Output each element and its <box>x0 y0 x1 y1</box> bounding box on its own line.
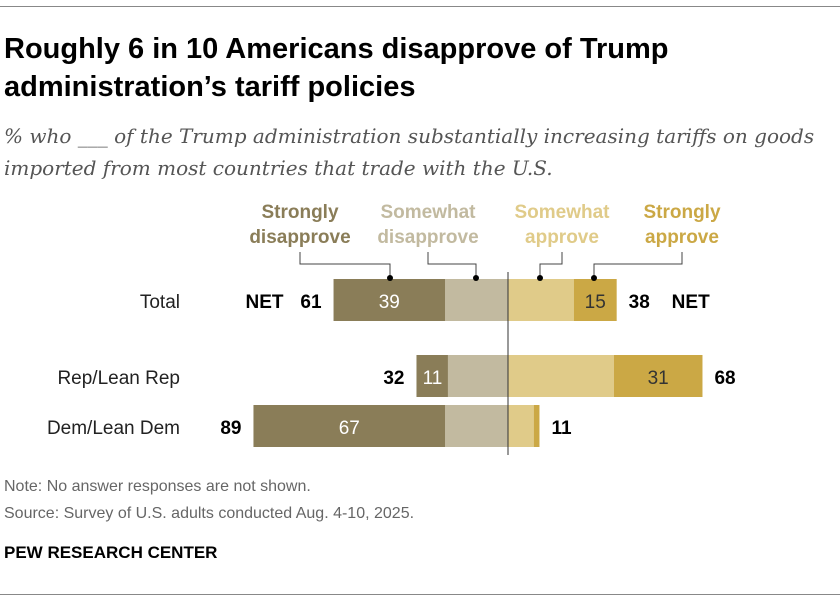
legend-leader-line <box>593 252 683 278</box>
legend-label: Somewhat <box>380 202 476 223</box>
category-label: Total <box>140 292 180 313</box>
bar-strongly-approve <box>613 355 703 397</box>
bar-somewhat-approve <box>508 405 534 447</box>
legend-label: disapprove <box>377 227 478 248</box>
bar-strongly-disapprove <box>253 405 446 447</box>
category-label: Rep/Lean Rep <box>57 368 180 389</box>
bar-somewhat-disapprove <box>445 405 508 447</box>
bar-strongly-disapprove <box>333 279 446 321</box>
net-approve-value: 11 <box>551 418 572 439</box>
legend-leader-line <box>427 252 477 278</box>
chart: Total 39 15 61 38 NET NET Rep/Lean Rep 11 31 32 68 D… <box>47 202 736 455</box>
chart-title: Roughly 6 in 10 Americans disapprove of … <box>4 33 669 103</box>
chart-subtitle: % who ___ of the Trump administration su… <box>4 124 815 180</box>
category-label: Dem/Lean Dem <box>47 418 180 439</box>
legend-label: disapprove <box>249 227 350 248</box>
legend-label: Somewhat <box>514 202 610 223</box>
legend-dot <box>591 275 597 281</box>
legend-label: approve <box>525 227 599 248</box>
source: Source: Survey of U.S. adults conducted … <box>4 505 415 522</box>
top-rule <box>0 6 840 7</box>
net-approve-value: 68 <box>714 368 735 389</box>
note: Note: No answer responses are not shown. <box>4 478 311 495</box>
net-disapprove-value: 61 <box>300 292 322 313</box>
legend-leader-line <box>299 252 391 278</box>
net-approve-value: 38 <box>629 292 650 313</box>
bar-somewhat-disapprove <box>447 355 508 397</box>
brand: PEW RESEARCH CENTER <box>4 543 218 562</box>
net-disapprove-value: 32 <box>383 368 404 389</box>
data-label: 39 <box>379 292 400 313</box>
bar-somewhat-disapprove <box>445 279 508 321</box>
legend-dot <box>473 275 479 281</box>
legend-leader-line <box>539 252 563 278</box>
legend-dot <box>537 275 543 281</box>
legend-label: Strongly <box>261 202 338 223</box>
net-label: NET <box>672 292 710 313</box>
data-label: 11 <box>423 368 443 389</box>
bar-strongly-approve <box>573 279 617 321</box>
bar-strongly-disapprove <box>416 355 448 397</box>
net-label: NET <box>246 292 284 313</box>
bar-somewhat-approve <box>508 355 614 397</box>
legend-label: Strongly <box>643 202 720 223</box>
bar-strongly-approve <box>533 405 540 447</box>
legend-dot <box>387 275 393 281</box>
bar-somewhat-approve <box>508 279 574 321</box>
data-label: 67 <box>339 418 360 439</box>
legend-label: approve <box>645 227 719 248</box>
net-disapprove-value: 89 <box>220 418 241 439</box>
data-label: 15 <box>585 292 606 313</box>
bottom-rule <box>0 594 840 595</box>
data-label: 31 <box>648 368 669 389</box>
